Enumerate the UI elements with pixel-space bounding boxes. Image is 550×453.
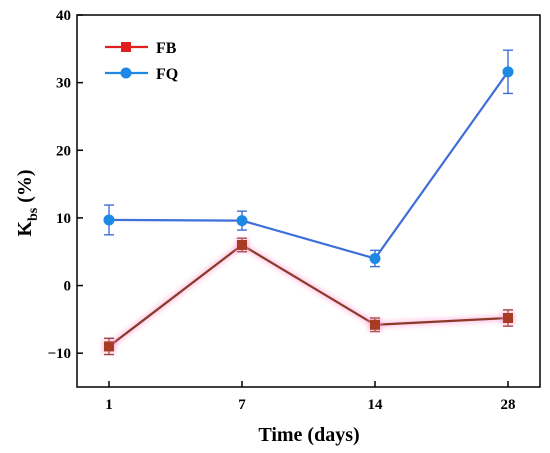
series-layer bbox=[102, 49, 515, 356]
x-tick-label: 1 bbox=[105, 397, 113, 413]
y-axis-label-suffix: (%) bbox=[14, 169, 36, 207]
data-point bbox=[104, 341, 114, 352]
x-tick-label: 14 bbox=[368, 397, 384, 413]
series-fq bbox=[103, 49, 514, 268]
legend-label: FB bbox=[156, 40, 177, 57]
data-point bbox=[503, 313, 513, 324]
y-axis-label-main: K bbox=[14, 221, 36, 237]
series-fb bbox=[102, 237, 515, 356]
legend: FB FQ bbox=[105, 40, 178, 83]
x-axis-label: Time (days) bbox=[258, 424, 359, 446]
series-line bbox=[108, 71, 509, 260]
y-axis: −10 0 10 20 30 40 bbox=[47, 8, 83, 362]
y-tick-label: 20 bbox=[56, 143, 71, 159]
y-tick-label: 10 bbox=[56, 211, 71, 227]
data-point bbox=[237, 239, 247, 250]
plot-frame bbox=[76, 14, 541, 388]
legend-item-fb: FB bbox=[105, 40, 177, 57]
legend-label: FQ bbox=[156, 66, 178, 83]
data-point bbox=[369, 252, 381, 264]
y-axis-label-sub: bs bbox=[26, 207, 41, 221]
x-axis: 1 7 14 28 bbox=[105, 381, 516, 413]
y-tick-label: 0 bbox=[64, 279, 72, 295]
y-tick-label: 40 bbox=[56, 8, 71, 24]
y-tick-label: −10 bbox=[47, 346, 71, 362]
x-tick-label: 7 bbox=[238, 397, 246, 413]
series-glow bbox=[106, 240, 509, 350]
series-line bbox=[108, 243, 509, 348]
data-point bbox=[236, 215, 248, 227]
legend-marker bbox=[120, 67, 132, 79]
y-axis-label: Kbs (%) bbox=[14, 169, 41, 236]
legend-marker bbox=[121, 42, 131, 52]
legend-item-fq: FQ bbox=[105, 66, 178, 83]
data-point bbox=[370, 319, 380, 330]
data-point bbox=[103, 214, 115, 226]
svg-text:Kbs (%): Kbs (%) bbox=[14, 169, 41, 236]
data-point bbox=[502, 66, 514, 78]
x-tick-label: 28 bbox=[501, 397, 516, 413]
y-tick-label: 30 bbox=[56, 76, 71, 92]
